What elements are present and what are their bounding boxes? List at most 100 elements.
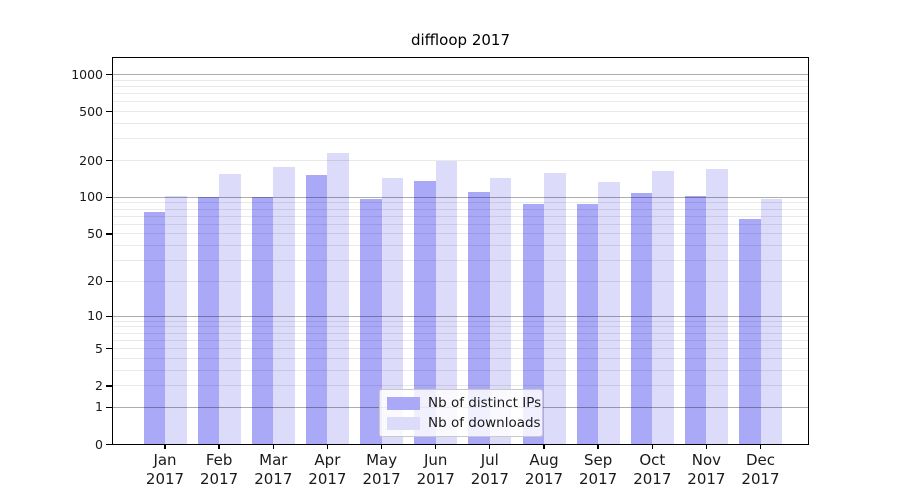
bar-downloads-may-2017 bbox=[381, 177, 404, 444]
x-tick-mark bbox=[164, 444, 166, 449]
y-gridline-minor bbox=[113, 202, 808, 204]
y-gridline-major bbox=[113, 196, 808, 198]
y-gridline-minor bbox=[113, 85, 808, 87]
x-tick-label-aug-2017: Aug 2017 bbox=[524, 451, 564, 488]
legend-label-downloads: Nb of downloads bbox=[428, 415, 541, 431]
x-tick-label-dec-2017: Dec 2017 bbox=[741, 451, 780, 488]
chart-title: diffloop 2017 bbox=[410, 31, 510, 49]
y-gridline-minor bbox=[113, 326, 808, 328]
y-tick-label-5: 5 bbox=[95, 340, 103, 356]
bar-downloads-dec-2017 bbox=[760, 198, 782, 444]
x-tick-mark bbox=[543, 444, 545, 449]
y-gridline-minor bbox=[113, 215, 808, 217]
y-gridline-minor bbox=[113, 245, 808, 247]
y-gridline-minor bbox=[113, 138, 808, 140]
bar-downloads-jun-2017 bbox=[435, 160, 458, 444]
x-tick-mark bbox=[218, 444, 220, 449]
y-gridline-minor bbox=[113, 111, 808, 113]
y-tick-label-50: 50 bbox=[87, 225, 103, 241]
y-gridline-minor bbox=[113, 348, 808, 349]
y-gridline-major bbox=[113, 74, 808, 75]
x-tick-label-nov-2017: Nov 2017 bbox=[687, 451, 726, 488]
y-tick-mark bbox=[106, 315, 113, 317]
x-tick-label-apr-2017: Apr 2017 bbox=[308, 451, 347, 488]
y-tick-label-1: 1 bbox=[95, 399, 103, 415]
legend-item-downloads: Nb of downloads bbox=[380, 415, 542, 431]
y-gridline-minor bbox=[113, 357, 808, 359]
y-tick-label-100: 100 bbox=[79, 189, 103, 205]
x-tick-label-sep-2017: Sep 2017 bbox=[579, 451, 618, 488]
bar-downloads-oct-2017 bbox=[652, 171, 674, 444]
legend: Nb of distinct IPs Nb of downloads bbox=[379, 389, 543, 437]
y-tick-mark bbox=[106, 444, 113, 446]
y-tick-mark bbox=[106, 74, 113, 76]
x-tick-mark bbox=[759, 444, 762, 449]
bar-downloads-aug-2017 bbox=[544, 172, 566, 444]
y-tick-mark bbox=[106, 280, 113, 283]
bar-distinct-ips-feb-2017 bbox=[197, 196, 220, 444]
x-tick-label-may-2017: May 2017 bbox=[362, 451, 401, 488]
y-gridline-minor bbox=[113, 101, 808, 103]
x-tick-mark bbox=[380, 444, 383, 449]
bar-distinct-ips-jan-2017 bbox=[143, 212, 165, 444]
bar-distinct-ips-jun-2017 bbox=[414, 180, 436, 444]
bar-downloads-apr-2017 bbox=[327, 153, 349, 444]
legend-swatch-distinct-ips bbox=[387, 396, 420, 410]
bar-distinct-ips-jul-2017 bbox=[468, 192, 490, 444]
bar-distinct-ips-nov-2017 bbox=[684, 196, 707, 444]
y-gridline-minor bbox=[113, 233, 808, 235]
x-tick-mark bbox=[435, 444, 437, 449]
y-tick-mark bbox=[106, 385, 113, 387]
y-gridline-major bbox=[113, 315, 808, 317]
bar-distinct-ips-sep-2017 bbox=[576, 204, 599, 444]
bar-distinct-ips-dec-2017 bbox=[739, 218, 761, 444]
plot-area bbox=[113, 58, 808, 444]
bar-downloads-mar-2017 bbox=[273, 166, 295, 444]
bar-downloads-jan-2017 bbox=[165, 196, 187, 444]
x-tick-label-oct-2017: Oct 2017 bbox=[633, 451, 672, 488]
x-tick-mark bbox=[489, 444, 491, 449]
y-gridline-minor bbox=[113, 223, 808, 225]
bar-distinct-ips-oct-2017 bbox=[630, 192, 653, 444]
y-gridline-minor bbox=[113, 79, 808, 81]
y-tick-label-500: 500 bbox=[79, 103, 103, 119]
y-tick-label-10: 10 bbox=[87, 308, 103, 324]
y-gridline-minor bbox=[113, 320, 808, 322]
x-axis-tick-labels: Jan 2017 Feb 2017 Mar 2017 Apr 2017 May 2017… bbox=[113, 451, 808, 493]
x-axis-tick-marks bbox=[113, 444, 808, 450]
bar-distinct-ips-aug-2017 bbox=[522, 203, 544, 444]
y-tick-mark bbox=[106, 160, 113, 162]
x-tick-mark bbox=[705, 444, 708, 449]
bar-downloads-sep-2017 bbox=[598, 181, 620, 444]
bar-distinct-ips-mar-2017 bbox=[251, 196, 274, 444]
y-axis-tick-marks bbox=[106, 58, 113, 448]
y-tick-mark bbox=[106, 111, 113, 113]
x-tick-label-jun-2017: Jun 2017 bbox=[416, 451, 455, 488]
x-tick-label-mar-2017: Mar 2017 bbox=[254, 451, 293, 488]
bar-downloads-nov-2017 bbox=[706, 169, 728, 444]
y-gridline-minor bbox=[113, 93, 808, 95]
x-tick-mark bbox=[326, 444, 329, 449]
y-gridline-minor bbox=[113, 208, 808, 210]
y-gridline-minor bbox=[113, 339, 808, 341]
x-tick-mark bbox=[597, 444, 599, 449]
y-tick-label-1000: 1000 bbox=[71, 66, 103, 82]
bar-downloads-feb-2017 bbox=[219, 173, 241, 444]
bar-downloads-jul-2017 bbox=[489, 177, 512, 444]
y-gridline-minor bbox=[113, 385, 808, 387]
legend-swatch-downloads bbox=[387, 416, 420, 430]
legend-item-distinct-ips: Nb of distinct IPs bbox=[380, 395, 542, 411]
y-gridline-minor bbox=[113, 123, 808, 124]
y-gridline-minor bbox=[113, 160, 808, 161]
y-tick-mark bbox=[106, 196, 113, 199]
x-tick-label-jan-2017: Jan 2017 bbox=[145, 451, 185, 488]
legend-label-distinct-ips: Nb of distinct IPs bbox=[428, 395, 542, 411]
y-tick-mark bbox=[106, 406, 113, 409]
bar-distinct-ips-may-2017 bbox=[360, 198, 382, 444]
x-tick-label-jul-2017: Jul 2017 bbox=[470, 451, 509, 488]
y-axis-tick-labels: 0 1 2 5 10 20 50 100 200 500 1000 bbox=[0, 58, 103, 452]
y-gridline-minor bbox=[113, 369, 808, 371]
y-tick-label-200: 200 bbox=[79, 152, 103, 168]
bar-distinct-ips-apr-2017 bbox=[305, 175, 328, 444]
x-tick-mark bbox=[651, 444, 653, 449]
